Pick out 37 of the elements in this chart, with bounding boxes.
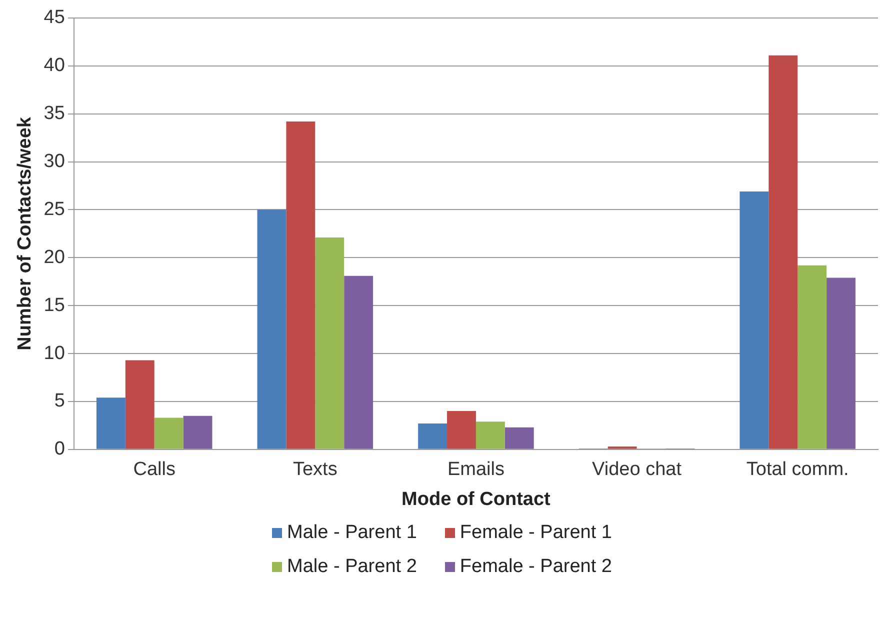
x-tick-label: Video chat	[592, 459, 682, 480]
y-tick-label: 25	[44, 198, 65, 220]
y-tick-label: 35	[44, 103, 65, 124]
y-tick-label: 30	[44, 151, 65, 172]
bar	[183, 416, 212, 449]
y-tick-label: 40	[44, 55, 65, 76]
y-axis-title: Number of Contacts/week	[14, 116, 36, 350]
bar	[154, 418, 184, 449]
bar	[286, 122, 316, 449]
bar	[768, 55, 798, 449]
bar	[418, 424, 448, 449]
y-tick-label: 0	[54, 438, 65, 460]
bar	[447, 411, 476, 449]
legend-label: Male - Parent 1	[287, 522, 417, 544]
bar	[257, 210, 286, 449]
legend-label: Male - Parent 2	[287, 556, 417, 578]
y-tick-label: 45	[44, 7, 65, 28]
bar	[125, 360, 154, 449]
bar	[476, 422, 505, 449]
y-tick-label: 15	[44, 294, 65, 316]
x-tick-label: Calls	[133, 459, 176, 480]
y-tick-label: 10	[44, 342, 65, 364]
bar	[740, 192, 769, 449]
x-tick-label: Total comm.	[746, 459, 849, 480]
bar	[826, 278, 856, 449]
bar	[504, 427, 534, 449]
bar	[315, 238, 344, 449]
legend-label: Female - Parent 2	[460, 556, 612, 578]
legend-label: Female - Parent 1	[460, 522, 612, 544]
x-tick-label: Texts	[292, 459, 338, 480]
bar	[798, 265, 827, 449]
y-tick-label: 5	[54, 390, 65, 412]
x-axis-title: Mode of Contact	[402, 488, 552, 510]
x-tick-label: Emails	[447, 459, 504, 480]
bar	[344, 276, 374, 449]
y-tick-label: 20	[44, 246, 65, 268]
bar	[96, 398, 126, 449]
